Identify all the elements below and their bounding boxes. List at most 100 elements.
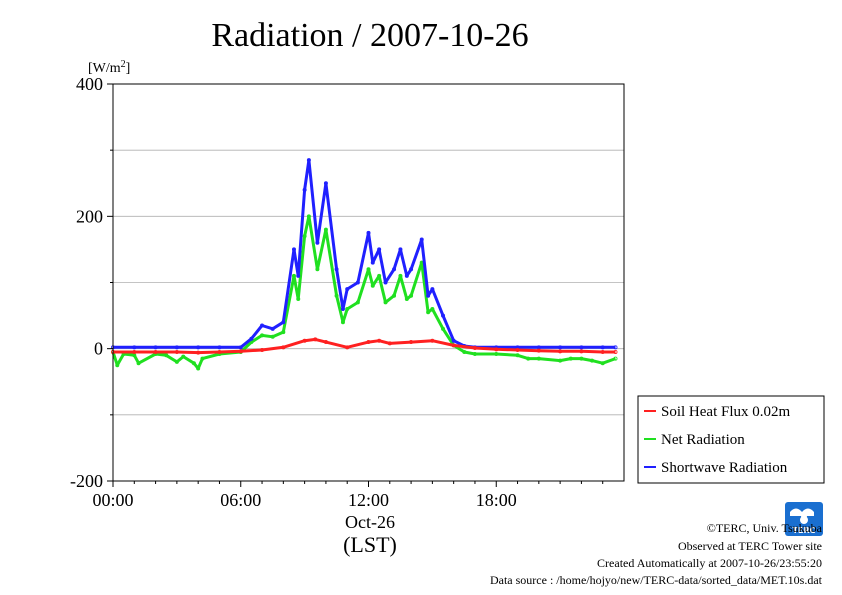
series-point (526, 356, 531, 361)
series-point (430, 287, 435, 292)
series-point (558, 358, 563, 363)
series-point (441, 326, 446, 331)
logo-text: TERC (793, 526, 816, 535)
legend-label: Net Radiation (661, 432, 745, 448)
series-point (366, 267, 371, 272)
series-point (536, 356, 541, 361)
series-point (515, 353, 520, 358)
x-tick-label: 00:00 (92, 490, 133, 510)
series-point (196, 350, 201, 355)
series-point (132, 349, 137, 354)
series-point (494, 351, 499, 356)
series-point (613, 349, 618, 354)
series-point (315, 267, 320, 272)
series-point (306, 158, 311, 163)
series-point (451, 338, 456, 343)
series-point (260, 323, 265, 328)
series-point (558, 349, 563, 354)
series-point (515, 347, 520, 352)
series-point (196, 366, 201, 371)
series-point (613, 345, 618, 350)
series-point (296, 297, 301, 302)
y-tick-label: 0 (94, 339, 103, 359)
series-point (392, 267, 397, 272)
series-point (558, 345, 563, 350)
series-point (409, 267, 414, 272)
series-point (451, 343, 456, 348)
series-point (472, 351, 477, 356)
x-date-label: Oct-26 (345, 512, 395, 532)
series-point (302, 338, 307, 343)
series-point (270, 326, 275, 331)
created-text: Created Automatically at 2007-10-26/23:5… (597, 556, 822, 570)
series-point (426, 310, 431, 315)
series-point (153, 349, 158, 354)
series-point (306, 214, 311, 219)
y-unit-label: [W/m2] (88, 59, 130, 76)
series-point (366, 230, 371, 235)
series-point (296, 273, 301, 278)
series-point (579, 349, 584, 354)
source-text: Data source : /home/hojyo/new/TERC-data/… (490, 573, 823, 587)
series-point (383, 280, 388, 285)
series-point (426, 293, 431, 298)
series-point (404, 273, 409, 278)
series-point (260, 347, 265, 352)
series-line-2 (113, 158, 616, 349)
series-point (340, 306, 345, 311)
series-point (217, 345, 222, 350)
series-point (600, 349, 605, 354)
series-point (340, 320, 345, 325)
series-point (238, 345, 243, 350)
series-point (249, 336, 254, 341)
series-point (355, 280, 360, 285)
series-point (355, 300, 360, 305)
series-point (281, 320, 286, 325)
x-tick-label: 06:00 (220, 490, 261, 510)
copyright-text: ©TERC, Univ. Tsukuba (707, 521, 823, 535)
series-point (191, 361, 196, 366)
series-point (613, 356, 618, 361)
series-point (291, 273, 296, 278)
legend-label: Soil Heat Flux 0.02m (661, 404, 791, 420)
series-point (377, 247, 382, 252)
series-point (345, 306, 350, 311)
series-point (323, 227, 328, 232)
series-point (270, 334, 275, 339)
series-point (392, 293, 397, 298)
series-point (323, 181, 328, 186)
series-point (132, 345, 137, 350)
x-timezone-label: (LST) (343, 532, 397, 557)
series-point (115, 363, 120, 368)
series-point (377, 338, 382, 343)
droplet-icon (801, 510, 807, 519)
series-point (281, 330, 286, 335)
series-point (315, 240, 320, 245)
series-point (494, 347, 499, 352)
series-point (136, 361, 141, 366)
series-point (164, 353, 169, 358)
series-point (568, 356, 573, 361)
series-point (409, 340, 414, 345)
series-point (281, 345, 286, 350)
legend: Soil Heat Flux 0.02m Net Radiation Shortwa… (637, 395, 825, 484)
series-point (302, 234, 307, 239)
legend-label: Shortwave Radiation (661, 460, 788, 476)
series-point (377, 273, 382, 278)
series-layer (111, 158, 618, 371)
terc-logo: TERC (785, 502, 823, 536)
series-point (153, 345, 158, 350)
series-point (462, 349, 467, 354)
series-point (323, 340, 328, 345)
series-point (383, 300, 388, 305)
y-tick-label: 400 (76, 74, 103, 94)
chart-title: Radiation / 2007-10-26 (211, 17, 528, 54)
y-tick-label: -200 (70, 471, 103, 491)
series-point (430, 306, 435, 311)
series-point (366, 340, 371, 345)
series-point (472, 346, 477, 351)
series-point (334, 267, 339, 272)
series-point (600, 345, 605, 350)
series-point (238, 349, 243, 354)
